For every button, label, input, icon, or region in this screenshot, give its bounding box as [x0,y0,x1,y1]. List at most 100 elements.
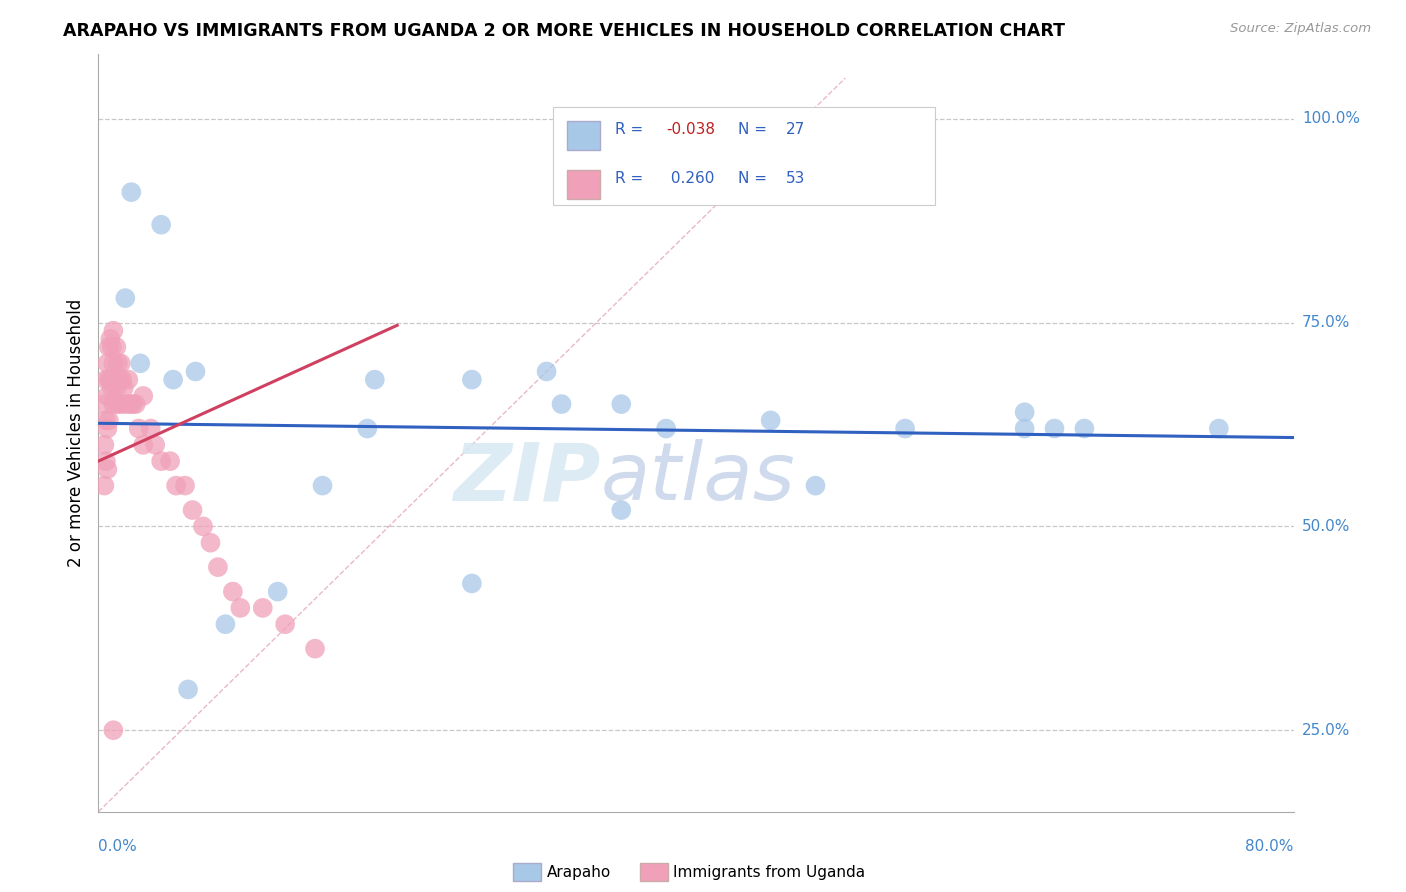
Point [101,340,124,354]
Point [364,373,387,387]
Point [200,535,222,549]
Point [93,438,115,452]
Point [118,397,141,411]
Point [610,397,633,411]
Text: 50.0%: 50.0% [1302,519,1350,534]
Text: ZIP: ZIP [453,439,600,517]
Point [162,373,184,387]
Point [150,218,173,232]
Point [214,617,236,632]
Point [114,291,136,305]
Point [93,478,115,492]
Point [132,438,155,452]
Point [93,397,115,411]
Point [105,381,128,395]
Point [108,373,131,387]
Point [150,454,173,468]
Text: R =: R = [614,122,648,136]
Point [129,356,152,370]
Point [536,364,558,378]
Text: atlas: atlas [600,439,796,517]
Point [1014,405,1036,419]
Point [114,397,136,411]
Point [97,340,120,354]
Point [110,397,132,411]
Text: 25.0%: 25.0% [1302,723,1350,738]
Point [139,421,162,435]
Point [274,617,297,632]
Text: 53: 53 [786,171,806,186]
Point [107,356,129,370]
Text: ARAPAHO VS IMMIGRANTS FROM UGANDA 2 OR MORE VEHICLES IN HOUSEHOLD CORRELATION CH: ARAPAHO VS IMMIGRANTS FROM UGANDA 2 OR M… [63,22,1066,40]
Point [132,389,155,403]
Point [97,413,120,427]
Text: 100.0%: 100.0% [1302,112,1360,127]
FancyBboxPatch shape [553,107,935,205]
Point [207,560,229,574]
Point [107,397,129,411]
Point [610,503,633,517]
Point [96,356,118,370]
Point [1014,421,1036,435]
Point [121,397,143,411]
Point [117,373,139,387]
Point [311,478,333,492]
Text: N =: N = [738,171,772,186]
Point [759,413,782,427]
Point [98,332,122,346]
Point [174,478,197,492]
Text: 75.0%: 75.0% [1302,315,1350,330]
Point [112,381,135,395]
Point [461,373,484,387]
Text: 27: 27 [786,122,804,136]
Point [356,421,378,435]
Point [655,421,678,435]
Point [110,356,132,370]
Point [103,397,125,411]
Text: Source: ZipAtlas.com: Source: ZipAtlas.com [1230,22,1371,36]
Point [1208,421,1230,435]
Point [94,454,117,468]
Point [177,682,200,697]
Point [184,364,207,378]
Point [103,723,125,738]
Point [143,438,166,452]
Text: R =: R = [614,171,648,186]
Point [94,413,117,427]
Text: 0.260: 0.260 [666,171,714,186]
Point [96,462,118,476]
Point [461,576,484,591]
Point [550,397,572,411]
Text: Immigrants from Uganda: Immigrants from Uganda [673,865,866,880]
Point [181,503,204,517]
Point [101,381,124,395]
Bar [567,170,600,200]
Point [120,185,142,199]
Y-axis label: 2 or more Vehicles in Household: 2 or more Vehicles in Household [66,299,84,566]
Point [159,454,181,468]
Point [1073,421,1095,435]
Point [105,340,128,354]
Point [191,519,214,533]
Point [103,324,125,338]
Point [267,584,290,599]
Text: -0.038: -0.038 [666,122,716,136]
Text: Arapaho: Arapaho [547,865,612,880]
Point [1043,421,1066,435]
Point [165,478,187,492]
Point [128,421,150,435]
Point [103,356,125,370]
Point [125,397,148,411]
Point [229,601,252,615]
Point [804,478,827,492]
Point [96,389,118,403]
Text: 0.0%: 0.0% [98,839,138,855]
Point [222,584,245,599]
Text: N =: N = [738,122,772,136]
Point [96,421,118,435]
Point [894,421,917,435]
Point [98,373,122,387]
Point [252,601,274,615]
Point [97,373,120,387]
Point [111,373,134,387]
